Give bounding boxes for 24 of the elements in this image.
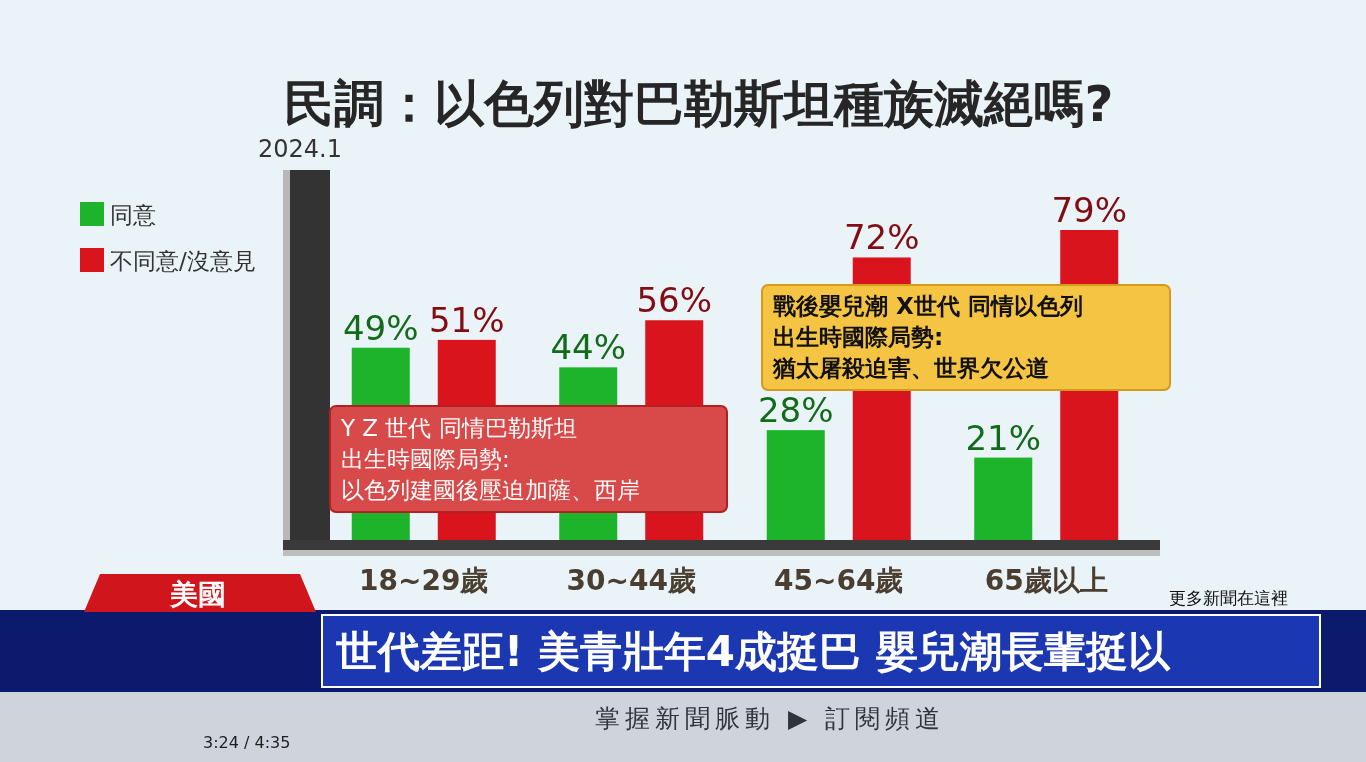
bar <box>974 457 1033 540</box>
annotation: 出生時國際局勢: <box>341 446 510 472</box>
data-label: 51% <box>428 299 505 340</box>
bar <box>766 430 825 540</box>
data-label: 44% <box>550 327 627 368</box>
annotation: 戰後嬰兒潮 X世代 同情以色列 <box>773 293 1083 319</box>
data-label: 72% <box>843 217 920 258</box>
annotation: 出生時國際局勢: <box>773 324 944 350</box>
legend-label: 不同意/沒意見 <box>110 248 256 274</box>
data-label: 21% <box>965 417 1042 458</box>
annotation: Y Z 世代 同情巴勒斯坦 <box>340 415 577 441</box>
x-tick-label: 18~29歲 <box>359 564 489 597</box>
chart-subtitle: 2024.1 <box>258 135 342 163</box>
legend-label: 同意 <box>110 202 156 228</box>
data-label: 28% <box>757 390 834 431</box>
data-label: 49% <box>342 307 419 348</box>
annotation: 以色列建國後壓迫加薩、西岸 <box>341 477 640 503</box>
data-label: 79% <box>1051 190 1128 230</box>
x-tick-label: 45~64歲 <box>774 564 904 597</box>
annotation: 猶太屠殺迫害、世界欠公道 <box>772 355 1049 381</box>
x-tick-label: 65歲以上 <box>984 564 1108 597</box>
chart-title: 民調：以色列對巴勒斯坦種族滅絕嗎? <box>284 75 1114 133</box>
x-tick-label: 30~44歲 <box>566 564 696 597</box>
data-label: 56% <box>636 280 713 321</box>
